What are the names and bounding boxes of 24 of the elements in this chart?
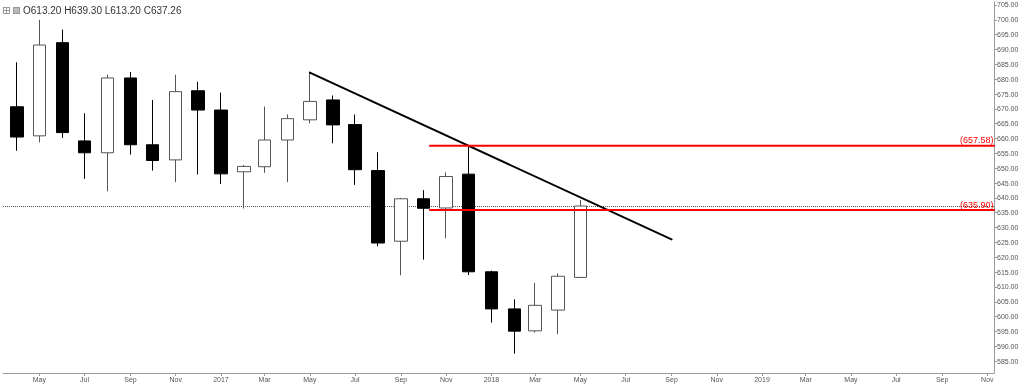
candlestick <box>528 282 542 334</box>
data-label: (657.58) <box>960 135 994 146</box>
candlestick <box>303 71 317 124</box>
candlestick <box>33 19 46 143</box>
candlestick <box>348 113 362 186</box>
candlestick <box>508 298 521 355</box>
candlestick <box>191 81 205 175</box>
candlestick <box>214 92 228 185</box>
candlestick <box>78 112 91 180</box>
candlestick <box>258 105 271 174</box>
candlestick <box>551 272 565 335</box>
candlestick <box>169 74 182 183</box>
data-label: (635.90) <box>960 199 994 210</box>
candlestick <box>124 71 137 156</box>
candlestick <box>417 189 430 261</box>
candlestick <box>485 270 498 324</box>
candlestick <box>101 74 114 192</box>
candlestick <box>56 29 69 139</box>
candlestick <box>281 113 294 183</box>
candlestick <box>10 61 24 152</box>
candlestick <box>371 151 385 247</box>
annotation: O613.20 H639.30 L613.20 C637.26 <box>23 5 182 16</box>
candlestick <box>326 94 340 144</box>
candlestick <box>146 99 159 172</box>
